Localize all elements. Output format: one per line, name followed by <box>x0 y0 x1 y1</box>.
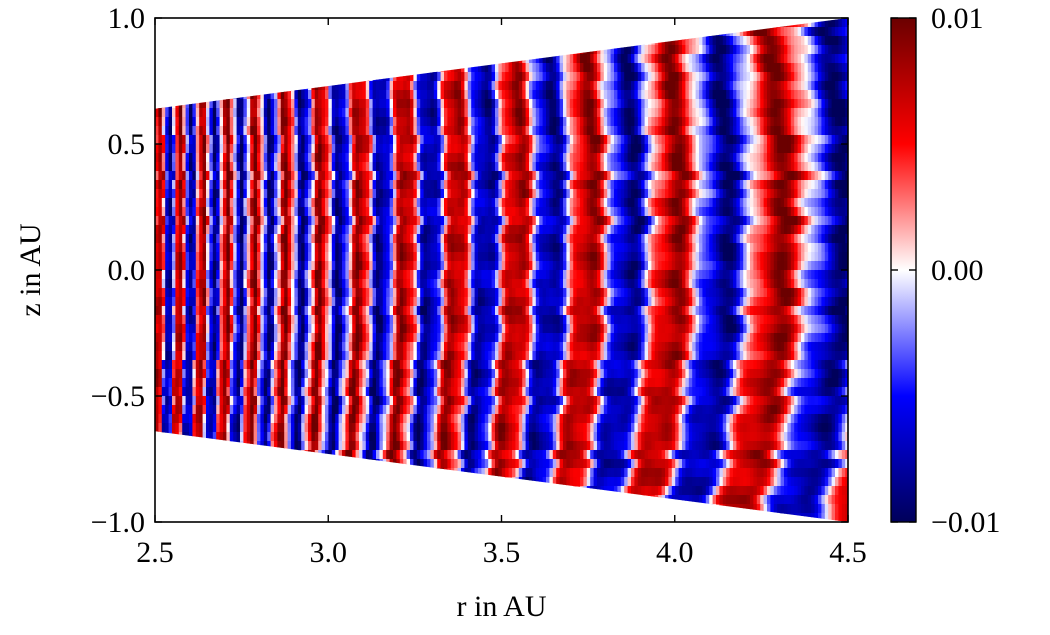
x-tick-label: 2.5 <box>136 536 174 569</box>
colorbar-tick-label: 0.01 <box>931 2 984 35</box>
y-tick-label: 1.0 <box>108 2 146 35</box>
colorbar: −0.01 0.00 0.01 <box>891 2 1000 539</box>
x-axis-label: r in AU <box>457 590 547 623</box>
x-tick-label: 4.0 <box>656 536 694 569</box>
y-tick-label: −1.0 <box>91 506 145 539</box>
y-axis-label: z in AU <box>14 223 47 317</box>
heatmap-field <box>155 18 849 523</box>
colorbar-tick-label: 0.00 <box>931 254 984 287</box>
x-tick-label: 3.0 <box>310 536 348 569</box>
y-tick-label: 0.5 <box>108 128 146 161</box>
y-tick-label: −0.5 <box>91 380 145 413</box>
x-tick-label: 4.5 <box>829 536 867 569</box>
x-tick-label: 3.5 <box>483 536 521 569</box>
y-tick-label: 0.0 <box>108 254 146 287</box>
colorbar-tick-label: −0.01 <box>931 506 1000 539</box>
